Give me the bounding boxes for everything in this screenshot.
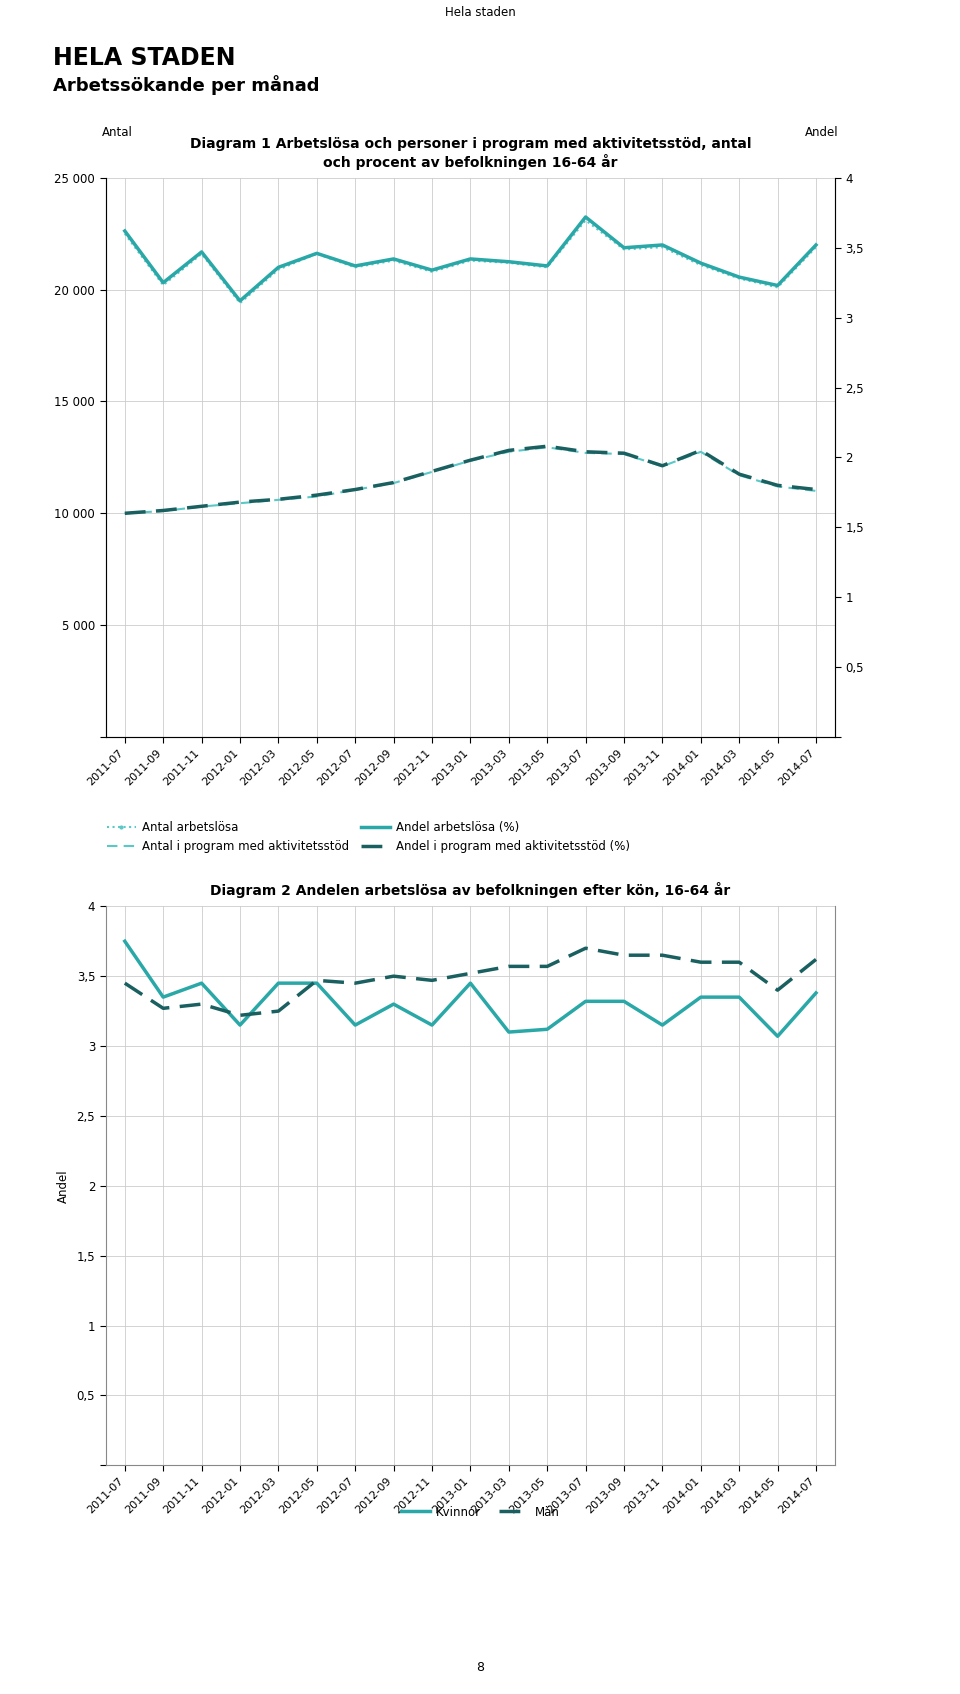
Text: Hela staden: Hela staden: [444, 5, 516, 19]
Legend: Kvinnor, Män: Kvinnor, Män: [396, 1501, 564, 1525]
Title: Diagram 1 Arbetslösa och personer i program med aktivitetsstöd, antal
och procen: Diagram 1 Arbetslösa och personer i prog…: [190, 137, 751, 169]
Text: 8: 8: [476, 1660, 484, 1674]
Text: HELA STADEN: HELA STADEN: [53, 46, 235, 69]
Legend: Antal arbetslösa, Antal i program med aktivitetsstöd, Andel arbetslösa (%), Ande: Antal arbetslösa, Antal i program med ak…: [102, 817, 636, 859]
Text: Antal: Antal: [102, 125, 132, 139]
Text: Andel: Andel: [805, 125, 839, 139]
Text: Arbetssökande per månad: Arbetssökande per månad: [53, 75, 320, 95]
Y-axis label: Andel: Andel: [57, 1169, 70, 1203]
Title: Diagram 2 Andelen arbetslösa av befolkningen efter kön, 16-64 år: Diagram 2 Andelen arbetslösa av befolkni…: [210, 883, 731, 898]
